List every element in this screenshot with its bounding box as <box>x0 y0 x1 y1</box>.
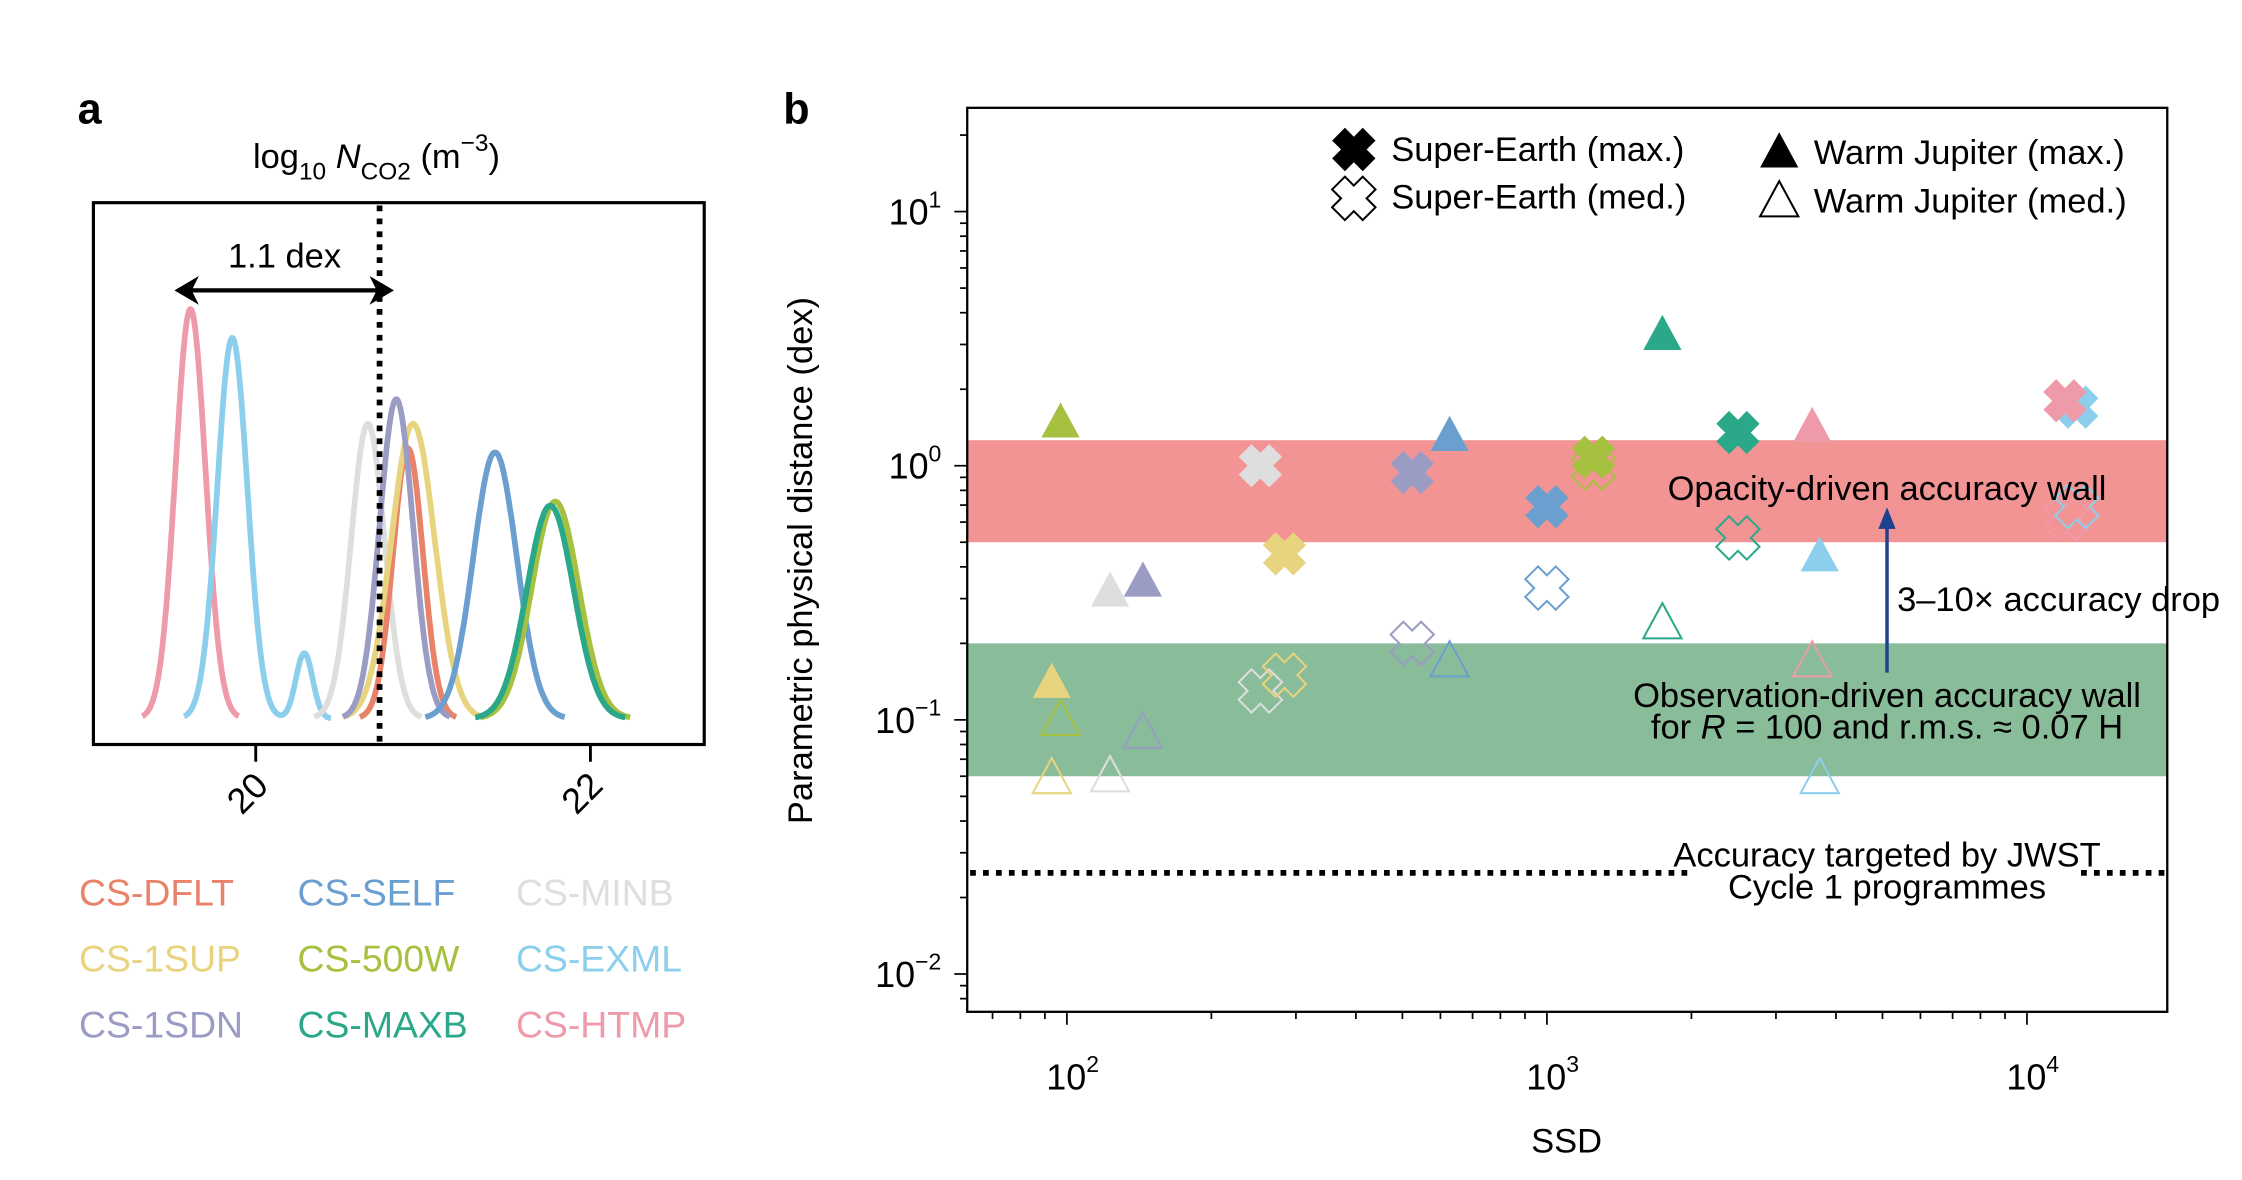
arrow-right-icon <box>369 275 394 305</box>
x-marker-cs-self <box>1525 485 1569 529</box>
curve-cs-htmp <box>140 306 241 719</box>
triangle-open-icon <box>1758 179 1801 218</box>
x-tick-label: 20 <box>219 764 276 821</box>
x-tick-label: 22 <box>553 764 610 821</box>
accuracy-drop-label: 3–10× accuracy drop <box>1897 581 2220 619</box>
x-marker-cs-500w <box>1571 435 1616 479</box>
x-marker-cs-htmp <box>2043 495 2090 542</box>
x-marker-cs-maxb <box>1716 410 1760 455</box>
panel-b-axes: 101 100 10−1 10−2 102 103 104 <box>875 134 2059 1097</box>
panel-a-frame <box>91 201 706 747</box>
triangle-marker-cs-1sdn <box>1122 710 1164 749</box>
triangle-marker-cs-1sdn <box>1123 561 1163 597</box>
curve-cs-self <box>423 449 567 720</box>
triangle-marker-cs-500w <box>1039 697 1082 736</box>
legend-item-cs-1sup: CS-1SUP <box>79 938 241 980</box>
band <box>967 643 2168 777</box>
triangle-marker-cs-maxb <box>1641 601 1684 640</box>
x-marker-cs-1sdn <box>1389 620 1436 667</box>
y-tick-label: 100 <box>889 440 942 486</box>
legend-marker-triangle-open <box>1758 179 1801 218</box>
x-marker-cs-1sdn <box>1390 450 1434 495</box>
arrow-left-icon <box>174 275 199 305</box>
curve-cs-1sdn <box>340 396 452 720</box>
legend-item-cs-maxb: CS-MAXB <box>297 1004 467 1046</box>
triangle-marker-cs-self <box>1428 639 1471 678</box>
y-tick-label: 101 <box>889 186 942 232</box>
legend-se-med: Super-Earth (med.) <box>1391 178 1686 216</box>
legend-item-cs-500w: CS-500W <box>297 938 460 980</box>
legend-marker-triangle-filled <box>1760 132 1799 168</box>
band <box>967 440 2168 543</box>
x-marker-cs-maxb <box>1714 514 1761 561</box>
panel-a-title: log10 NCO2 (m−3) <box>253 130 500 186</box>
legend-se-max: Super-Earth (max.) <box>1391 131 1684 169</box>
curve-cs-1sup <box>341 420 485 720</box>
curve-cs-exml <box>182 335 333 722</box>
triangle-marker-cs-htmp <box>1793 406 1832 443</box>
y-axis-label: Parametric physical distance (dex) <box>782 297 820 824</box>
triangle-marker-cs-1sup <box>1032 662 1071 698</box>
panel-b-frame <box>966 106 2169 1013</box>
legend-wj-med: Warm Jupiter (med.) <box>1814 183 2127 221</box>
legend-item-cs-minb: CS-MINB <box>516 871 674 913</box>
curve-cs-500w <box>478 498 632 721</box>
curve-cs-minb <box>312 420 424 720</box>
legend-item-cs-1sdn: CS-1SDN <box>79 1004 243 1046</box>
legend-wj-max: Warm Jupiter (max.) <box>1814 134 2125 172</box>
legend-item-cs-exml: CS-EXML <box>516 938 682 980</box>
x-marker-cs-1sup <box>1262 532 1307 576</box>
dex-arrow <box>174 275 394 305</box>
curve-cs-maxb <box>473 502 627 721</box>
x-tick-label: 104 <box>2006 1051 2059 1097</box>
triangle-marker-cs-exml <box>1798 755 1841 795</box>
triangle-marker-cs-500w <box>1041 402 1080 438</box>
triangle-marker-cs-minb <box>1089 754 1131 793</box>
triangle-marker-cs-minb <box>1090 571 1130 607</box>
panel-label-a: a <box>78 86 103 134</box>
x-open-icon <box>1330 175 1377 222</box>
accuracy-bands <box>967 440 2168 777</box>
legend-marker-x-filled <box>1332 127 1376 172</box>
panel-b-legend: Super-Earth (max.) Super-Earth (med.) Wa… <box>1330 127 2127 222</box>
panel-a-curves <box>140 306 632 722</box>
triangle-marker-cs-exml <box>1800 536 1839 572</box>
x-marker-cs-minb <box>1237 667 1284 715</box>
legend-item-cs-self: CS-SELF <box>297 871 455 913</box>
dex-annotation: 1.1 dex <box>228 237 341 275</box>
jwst-label-1: Accuracy targeted by JWST <box>1673 837 2100 875</box>
triangle-filled-icon <box>1760 132 1799 168</box>
triangle-marker-cs-htmp <box>1791 639 1834 678</box>
panel-label-b: b <box>783 86 809 134</box>
x-filled-icon <box>1332 127 1376 172</box>
x-marker-cs-1sup <box>1261 652 1308 699</box>
x-tick-label: 103 <box>1526 1051 1579 1097</box>
scatter-points <box>1030 314 2100 795</box>
x-tick-label: 102 <box>1046 1051 1099 1097</box>
obs-wall-label-1: Observation-driven accuracy wall <box>1633 677 2141 715</box>
obs-wall-label-2: for R = 100 and r.m.s. ≈ 0.07 H <box>1651 709 2123 747</box>
x-marker-cs-htmp <box>2043 379 2087 423</box>
arrow-head-icon <box>1878 507 1896 529</box>
x-marker-cs-minb <box>1238 444 1283 488</box>
x-marker-cs-500w <box>1570 444 1617 491</box>
jwst-label-2: Cycle 1 programmes <box>1728 868 2046 906</box>
legend-item-cs-dflt: CS-DFLT <box>79 871 234 913</box>
x-marker-cs-self <box>1523 565 1570 612</box>
legend-marker-x-open <box>1330 175 1377 222</box>
panel-a-x-axis: 20 22 <box>219 744 610 822</box>
y-tick-label: 10−2 <box>875 949 941 995</box>
triangle-marker-cs-1sup <box>1030 755 1073 795</box>
triangle-marker-cs-maxb <box>1643 314 1682 351</box>
triangle-marker-cs-self <box>1430 415 1469 452</box>
x-marker-cs-exml <box>2053 483 2100 530</box>
y-tick-label: 10−1 <box>875 695 941 741</box>
panel-a-legend: CS-DFLT CS-SELF CS-MINB CS-1SUP CS-500W CS-EX… <box>79 871 686 1045</box>
legend-item-cs-htmp: CS-HTMP <box>516 1004 686 1046</box>
opacity-wall-label: Opacity-driven accuracy wall <box>1668 470 2107 508</box>
x-axis-label: SSD <box>1531 1123 1602 1161</box>
